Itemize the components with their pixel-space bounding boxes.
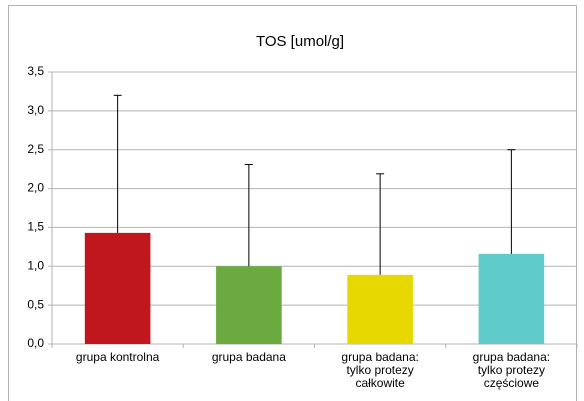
y-tick-label: 2,0 (27, 181, 44, 195)
chart-title: TOS [umol/g] (256, 33, 344, 50)
bar (347, 274, 413, 344)
x-tick-label: grupa badana: tylko protezy całkowite (341, 350, 419, 390)
x-tick-label: grupa kontrolna (75, 350, 160, 364)
chart-border (8, 5, 577, 401)
y-tick-label: 0,0 (27, 336, 44, 350)
y-tick-label: 2,5 (27, 142, 44, 156)
y-tick-label: 3,5 (27, 64, 44, 78)
x-tick-label: grupa badana (211, 350, 286, 364)
bar (478, 253, 545, 344)
y-tick-label: 0,5 (27, 297, 44, 311)
y-tick-label: 3,0 (27, 103, 44, 117)
y-tick-label: 1,5 (27, 220, 44, 234)
x-tick-label: grupa badana: tylko protezy częściowe (472, 350, 551, 390)
bar (84, 232, 151, 344)
y-tick-label: 1,0 (27, 258, 44, 272)
bar (216, 266, 282, 344)
